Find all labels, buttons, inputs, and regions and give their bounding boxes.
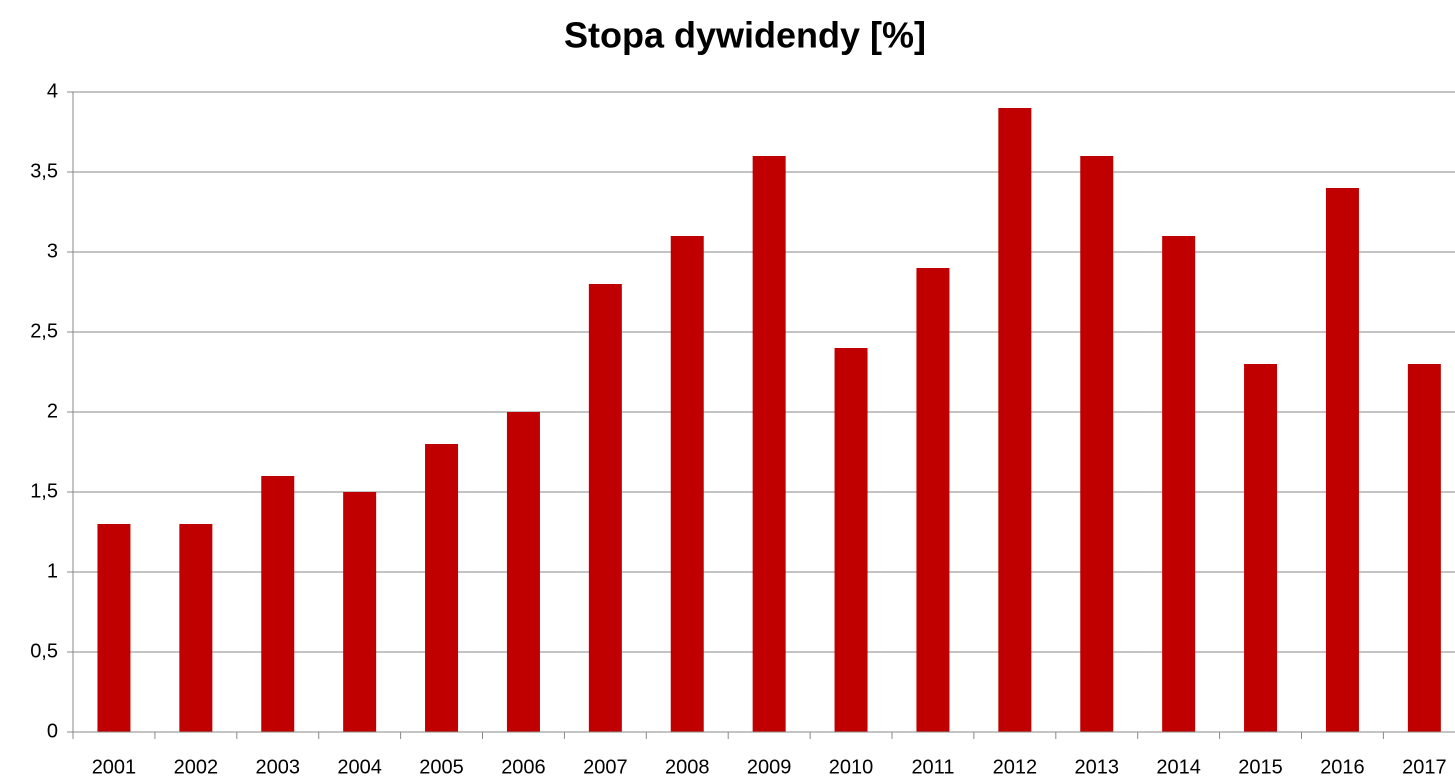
x-tick-label: 2015 (1238, 756, 1283, 778)
x-tick-label: 2007 (583, 756, 628, 778)
bar (179, 524, 213, 732)
y-tick-label: 2,5 (30, 320, 58, 342)
bar (261, 476, 295, 732)
bar (97, 524, 131, 732)
y-tick-label: 1,5 (30, 480, 58, 502)
chart-title: Stopa dywidendy [%] (564, 15, 926, 56)
y-tick-label: 3 (47, 240, 58, 262)
x-tick-label: 2013 (1075, 756, 1120, 778)
x-tick-label: 2017 (1402, 756, 1447, 778)
x-tick-label: 2010 (829, 756, 874, 778)
y-tick-label: 0,5 (30, 640, 58, 662)
x-tick-label: 2016 (1320, 756, 1365, 778)
bar (506, 412, 540, 732)
bar (1244, 364, 1278, 732)
x-tick-label: 2001 (92, 756, 137, 778)
x-tick-label: 2006 (501, 756, 546, 778)
bar (670, 236, 704, 732)
y-tick-label: 4 (47, 80, 58, 102)
bar (425, 444, 459, 732)
x-tick-label: 2008 (665, 756, 710, 778)
x-tick-label: 2014 (1156, 756, 1201, 778)
x-tick-label: 2005 (419, 756, 464, 778)
bar (588, 284, 622, 732)
bar (1162, 236, 1196, 732)
x-tick-label: 2002 (174, 756, 219, 778)
y-tick-label: 2 (47, 400, 58, 422)
x-tick-label: 2003 (256, 756, 301, 778)
x-tick-label: 2004 (337, 756, 382, 778)
y-tick-label: 0 (47, 720, 58, 742)
x-tick-label: 2009 (747, 756, 792, 778)
bar (343, 492, 377, 732)
bar (834, 348, 868, 732)
bar (998, 108, 1032, 732)
x-tick-label: 2011 (911, 756, 954, 778)
bar (752, 156, 786, 732)
y-tick-label: 1 (47, 560, 58, 582)
x-tick-label: 2012 (993, 756, 1038, 778)
bar (1325, 188, 1359, 732)
bar (1407, 364, 1441, 732)
y-tick-label: 3,5 (30, 160, 58, 182)
bar (1080, 156, 1114, 732)
bar (916, 268, 950, 732)
